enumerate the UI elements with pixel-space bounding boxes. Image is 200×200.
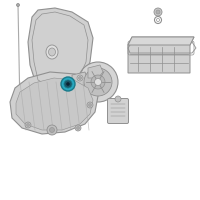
Circle shape [115,96,121,102]
Circle shape [75,125,81,131]
Circle shape [77,75,83,81]
Circle shape [91,75,105,89]
Polygon shape [128,37,194,45]
Circle shape [27,124,29,126]
Circle shape [78,62,118,102]
Circle shape [87,102,93,108]
Polygon shape [10,72,98,134]
Polygon shape [128,37,194,73]
Circle shape [64,80,72,88]
Circle shape [50,128,54,132]
Circle shape [84,68,112,96]
Circle shape [154,8,162,16]
Circle shape [89,104,91,106]
Polygon shape [88,65,103,78]
Circle shape [79,77,81,79]
Circle shape [47,125,57,135]
Circle shape [156,10,160,14]
Circle shape [16,3,20,6]
Circle shape [61,77,75,91]
Ellipse shape [48,48,56,56]
Polygon shape [16,78,93,130]
Circle shape [77,127,79,129]
Circle shape [95,78,102,86]
Ellipse shape [46,45,58,59]
Circle shape [25,122,31,128]
Polygon shape [28,8,93,92]
Polygon shape [72,72,88,87]
FancyBboxPatch shape [108,98,128,123]
Circle shape [66,82,70,86]
